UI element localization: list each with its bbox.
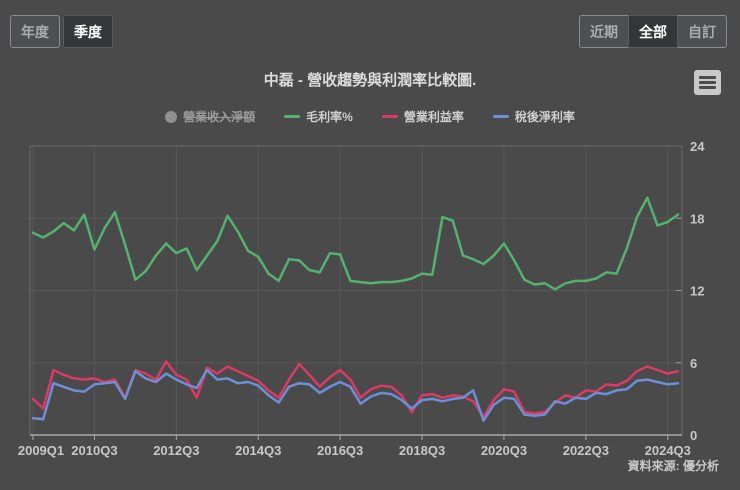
circle-marker-icon	[165, 110, 178, 123]
y-axis-label: 6	[690, 356, 697, 371]
range-button-custom[interactable]: 自訂	[677, 15, 727, 48]
operating-margin-line	[31, 360, 680, 419]
trend-chart-plot: 0 6 12 18 24 2009Q1 2010Q3 2012Q3 2014Q3 2016Q3 20…	[18, 139, 705, 458]
x-axis-label: 2022Q3	[563, 443, 609, 458]
x-axis-label: 2018Q3	[399, 443, 445, 458]
range-button-recent[interactable]: 近期	[579, 15, 629, 48]
legend-label-operating-margin: 營業利益率	[403, 110, 464, 124]
range-button-all[interactable]: 全部	[628, 15, 678, 48]
range-button-group: 近期 全部 自訂	[579, 15, 727, 48]
period-button-group: 年度 季度	[10, 15, 113, 48]
legend-label-gross-margin: 毛利率%	[306, 110, 353, 124]
line-marker-icon	[284, 115, 301, 118]
chart-legend: 營業收入淨額 毛利率% 營業利益率 稅後淨利率	[0, 108, 740, 125]
legend-item-net-revenue[interactable]: 營業收入淨額	[165, 108, 255, 125]
gross-margin-line	[31, 196, 680, 291]
x-axis-label: 2009Q1	[18, 443, 64, 458]
y-axis-label: 12	[690, 284, 704, 299]
chart-title: 中磊 - 營收趨勢與利潤率比較圖.	[263, 72, 477, 89]
hamburger-menu-icon	[699, 76, 716, 89]
period-button-annual[interactable]: 年度	[10, 15, 60, 48]
x-axis-label: 2016Q3	[317, 443, 363, 458]
x-axis-label: 2014Q3	[235, 443, 281, 458]
legend-label-net-revenue: 營業收入淨額	[183, 110, 256, 124]
y-axis-label: 24	[690, 139, 705, 154]
y-axis-label: 0	[690, 428, 697, 443]
net-margin-line	[31, 368, 680, 422]
source-credit: 資料來源: 優分析	[627, 459, 719, 473]
y-axis-label: 18	[690, 211, 704, 226]
line-marker-icon	[381, 115, 398, 118]
line-marker-icon	[492, 115, 509, 118]
legend-item-gross-margin[interactable]: 毛利率%	[284, 108, 353, 125]
x-axis-label: 2012Q3	[153, 443, 199, 458]
legend-label-net-margin: 稅後淨利率	[514, 110, 575, 124]
export-menu-button[interactable]	[694, 70, 721, 95]
legend-item-net-margin[interactable]: 稅後淨利率	[492, 108, 575, 125]
legend-item-operating-margin[interactable]: 營業利益率	[381, 108, 464, 125]
x-axis-label: 2010Q3	[71, 443, 117, 458]
x-axis-label: 2020Q3	[481, 443, 527, 458]
period-button-quarterly[interactable]: 季度	[63, 15, 113, 48]
x-axis-label: 2024Q3	[645, 443, 691, 458]
